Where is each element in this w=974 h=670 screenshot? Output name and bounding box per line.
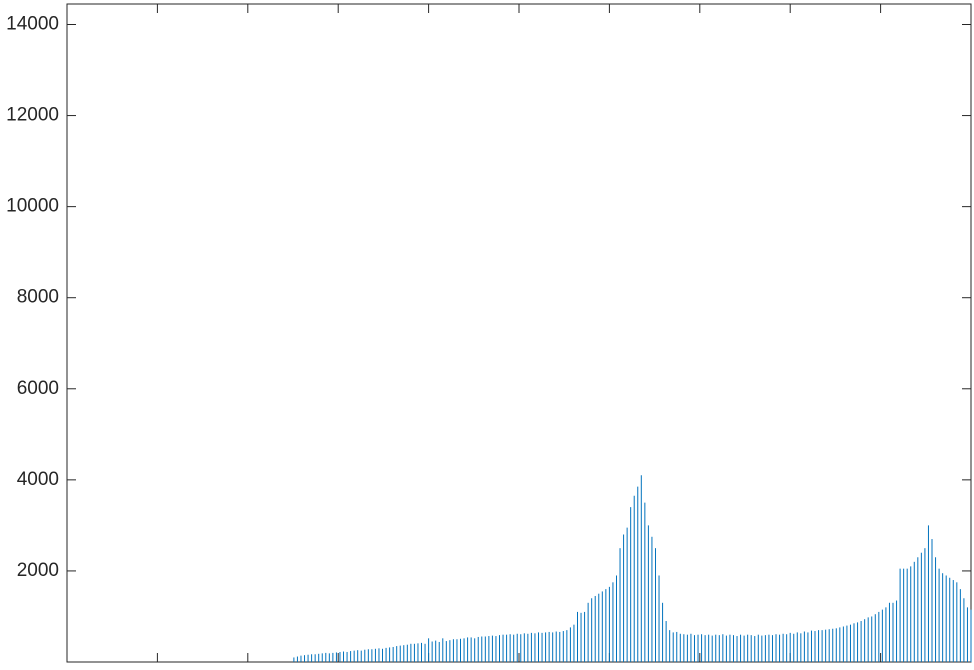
- y-tick-label: 4000: [17, 469, 59, 490]
- y-tick-label: 8000: [17, 287, 59, 308]
- y-tick-label: 12000: [6, 105, 59, 126]
- y-tick-label: 14000: [6, 14, 59, 35]
- y-tick-label: 2000: [17, 560, 59, 581]
- axes-box: [66, 3, 972, 663]
- y-tick-label: 10000: [6, 196, 59, 217]
- y-tick-label: 6000: [17, 378, 59, 399]
